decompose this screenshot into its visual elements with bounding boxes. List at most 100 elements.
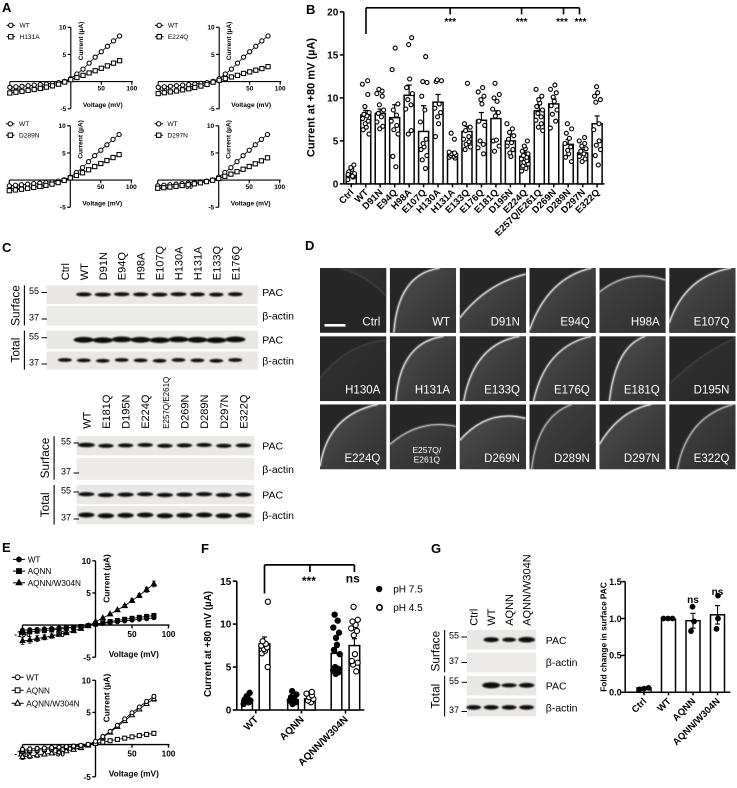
svg-text:-50: -50 — [183, 184, 193, 191]
svg-text:PAC: PAC — [546, 635, 567, 647]
svg-text:E94Q: E94Q — [560, 316, 589, 328]
svg-text:WT: WT — [486, 608, 498, 625]
svg-text:-5: -5 — [60, 106, 66, 113]
svg-text:10: 10 — [327, 94, 339, 105]
svg-text:-5: -5 — [84, 772, 92, 782]
svg-text:Current (µA): Current (µA) — [77, 120, 84, 159]
svg-text:0: 0 — [333, 180, 339, 191]
svg-text:D297N: D297N — [219, 395, 231, 429]
svg-text:***: *** — [575, 17, 587, 28]
svg-text:E224Q: E224Q — [140, 394, 152, 429]
svg-text:H130A: H130A — [345, 385, 380, 397]
svg-text:PAC: PAC — [262, 335, 283, 347]
svg-text:Ctrl: Ctrl — [362, 316, 380, 328]
svg-text:Ctrl: Ctrl — [60, 263, 72, 280]
svg-text:D195N: D195N — [121, 395, 133, 429]
svg-text:20: 20 — [327, 8, 339, 19]
svg-text:Voltage (mV): Voltage (mV) — [82, 201, 122, 208]
svg-text:55: 55 — [449, 676, 459, 686]
svg-text:Voltage (mV): Voltage (mV) — [109, 769, 159, 779]
svg-text:D297N: D297N — [624, 453, 660, 465]
svg-text:5: 5 — [211, 52, 215, 59]
svg-text:0.0: 0.0 — [609, 688, 622, 698]
svg-text:***: *** — [556, 17, 568, 28]
svg-text:WT: WT — [167, 121, 177, 128]
svg-text:E133Q: E133Q — [484, 385, 520, 397]
svg-text:50: 50 — [127, 629, 137, 639]
svg-text:AQNN: AQNN — [28, 567, 52, 576]
svg-text:β-actin: β-actin — [262, 510, 294, 522]
svg-text:E257Q/: E257Q/ — [412, 445, 441, 455]
svg-text:AQNN/W304N: AQNN/W304N — [522, 554, 534, 626]
svg-text:E322Q: E322Q — [238, 394, 250, 429]
svg-text:5: 5 — [86, 588, 91, 598]
svg-text:WT: WT — [20, 23, 30, 30]
svg-text:Current (µA): Current (µA) — [78, 22, 85, 61]
svg-text:Voltage (mV): Voltage (mV) — [109, 649, 159, 659]
svg-text:100: 100 — [274, 184, 285, 191]
svg-text:37: 37 — [449, 705, 459, 715]
svg-text:1.5: 1.5 — [609, 577, 622, 587]
svg-text:D269N: D269N — [484, 453, 520, 465]
svg-text:β-actin: β-actin — [262, 355, 294, 367]
svg-text:37: 37 — [29, 313, 39, 323]
svg-text:E261Q: E261Q — [414, 454, 441, 464]
svg-text:H131A: H131A — [415, 385, 450, 397]
svg-text:H98A: H98A — [631, 316, 660, 328]
svg-text:100: 100 — [126, 184, 137, 191]
svg-text:D289N: D289N — [19, 133, 40, 140]
svg-text:5: 5 — [86, 708, 91, 718]
svg-text:AQNN: AQNN — [504, 594, 516, 626]
svg-text:PAC: PAC — [262, 489, 283, 501]
svg-text:G: G — [431, 541, 441, 556]
svg-text:0: 0 — [226, 706, 232, 717]
svg-text:Surface: Surface — [9, 285, 23, 326]
svg-text:E322Q: E322Q — [694, 453, 730, 465]
svg-text:37: 37 — [449, 656, 459, 666]
svg-text:-5: -5 — [84, 652, 92, 662]
svg-text:Total: Total — [38, 492, 52, 517]
svg-text:WT: WT — [28, 555, 41, 564]
svg-text:AQNN: AQNN — [26, 686, 50, 695]
svg-text:β-actin: β-actin — [262, 464, 294, 476]
svg-text:D: D — [305, 238, 314, 253]
svg-text:A: A — [2, 0, 12, 15]
svg-text:50: 50 — [98, 85, 106, 92]
svg-text:H98A: H98A — [136, 252, 148, 280]
svg-text:D269N: D269N — [180, 395, 192, 429]
svg-text:Fold change in surface PAC: Fold change in surface PAC — [598, 582, 608, 692]
svg-text:E176Q: E176Q — [554, 385, 590, 397]
svg-text:F: F — [201, 541, 209, 556]
svg-text:50: 50 — [246, 184, 254, 191]
svg-text:10: 10 — [207, 25, 215, 32]
svg-text:E176Q: E176Q — [230, 246, 242, 281]
svg-text:100: 100 — [275, 85, 286, 92]
svg-text:55: 55 — [61, 437, 71, 447]
svg-text:***: *** — [516, 17, 528, 28]
svg-text:E224Q: E224Q — [344, 453, 380, 465]
svg-text:E181Q: E181Q — [101, 394, 113, 429]
svg-text:D91N: D91N — [491, 316, 520, 328]
svg-text:50: 50 — [97, 184, 105, 191]
svg-text:55: 55 — [29, 331, 39, 341]
svg-text:Voltage (mV): Voltage (mV) — [83, 102, 123, 109]
svg-text:5: 5 — [226, 663, 232, 674]
svg-text:50: 50 — [127, 749, 137, 759]
svg-text:37: 37 — [29, 358, 39, 368]
svg-text:1.0: 1.0 — [609, 614, 622, 624]
svg-text:15: 15 — [220, 577, 232, 588]
svg-text:D195N: D195N — [694, 385, 730, 397]
svg-text:55: 55 — [449, 631, 459, 641]
svg-text:37: 37 — [61, 467, 71, 477]
svg-text:E94Q: E94Q — [117, 252, 129, 281]
svg-text:E: E — [2, 540, 11, 555]
svg-text:10: 10 — [58, 123, 66, 130]
svg-text:15: 15 — [327, 51, 339, 62]
svg-text:H131A: H131A — [20, 34, 41, 41]
svg-text:10: 10 — [220, 620, 232, 631]
svg-text:***: *** — [444, 17, 456, 28]
svg-text:E181Q: E181Q — [624, 385, 660, 397]
svg-text:pH 7.5: pH 7.5 — [393, 585, 423, 596]
svg-text:55: 55 — [61, 486, 71, 496]
svg-text:-5: -5 — [60, 205, 66, 212]
